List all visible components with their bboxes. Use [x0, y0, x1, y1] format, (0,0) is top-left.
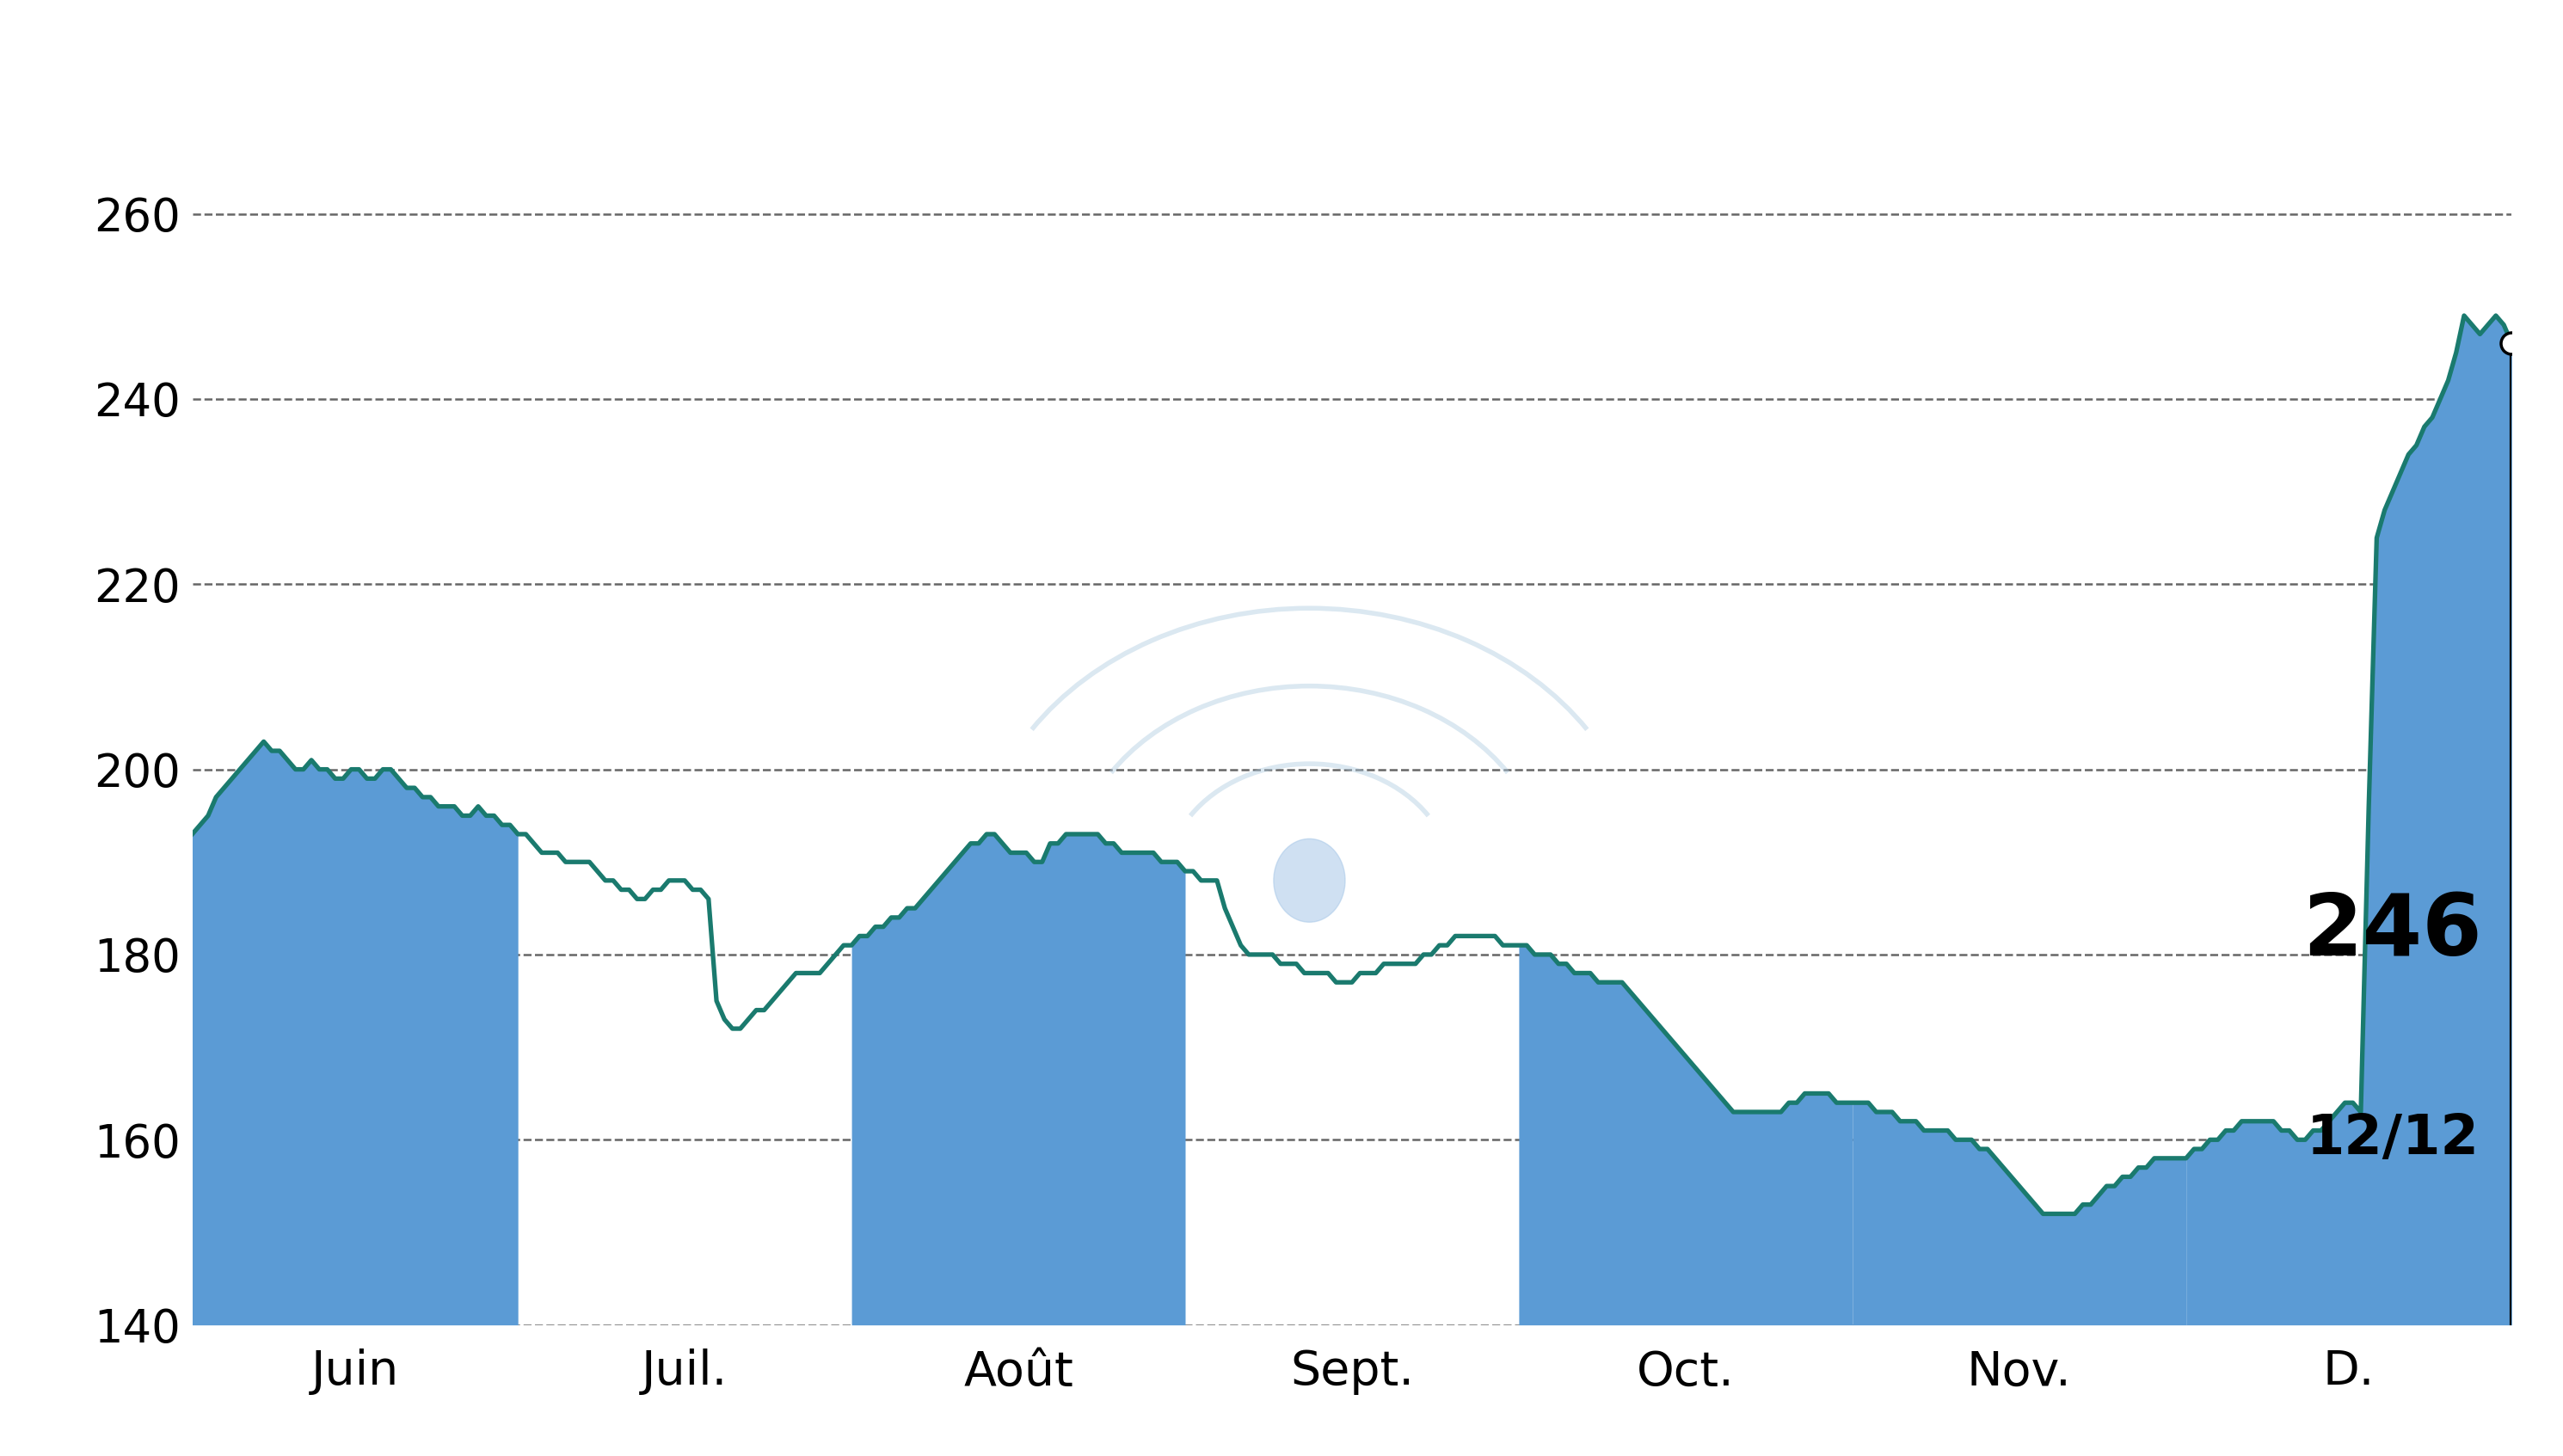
Text: 246: 246: [2302, 890, 2484, 973]
Circle shape: [1274, 839, 1346, 922]
Text: Direct Line Insurance Group PLC: Direct Line Insurance Group PLC: [410, 38, 2153, 130]
Text: 12/12: 12/12: [2307, 1112, 2478, 1165]
